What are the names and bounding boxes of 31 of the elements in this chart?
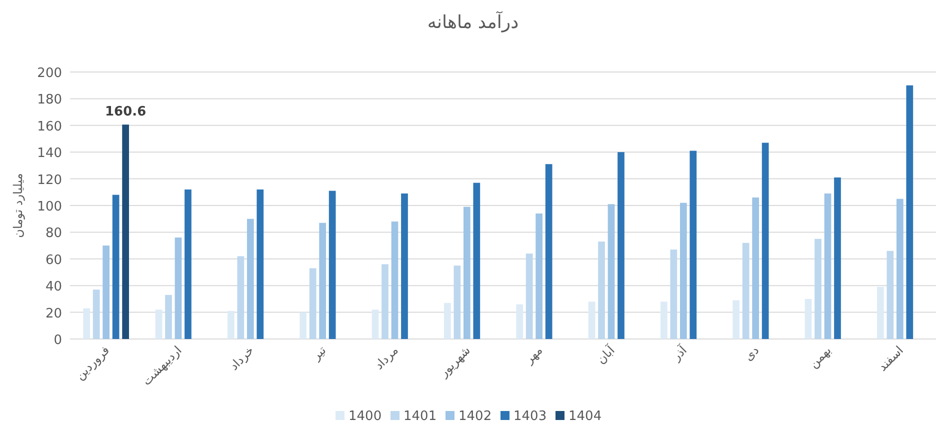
xtick: اسفند xyxy=(875,343,906,374)
xtick: آبان xyxy=(594,343,618,367)
ytick: 140 xyxy=(37,146,62,162)
ytick: 180 xyxy=(37,92,62,108)
ytick: 20 xyxy=(45,306,62,322)
legend-label: 1403 xyxy=(514,409,547,424)
xtick: اردیبهشت xyxy=(140,343,184,388)
legend-label: 1400 xyxy=(348,409,382,424)
xtick: دی xyxy=(741,343,762,364)
xtick: تیر xyxy=(309,343,329,363)
legend-label: 1404 xyxy=(568,409,602,424)
xtick: خرداد xyxy=(226,343,257,373)
ytick: 40 xyxy=(45,280,62,295)
xtick: بهمن xyxy=(806,343,834,371)
ytick: 200 xyxy=(37,66,62,81)
legend-label: 1402 xyxy=(458,409,492,424)
ylabel: میلیارد تومان xyxy=(11,173,25,238)
xtick: شهریور xyxy=(436,343,474,380)
legend-label: 1401 xyxy=(404,409,437,424)
ytick: 120 xyxy=(37,172,62,188)
title: درآمد ماهانه xyxy=(427,12,519,33)
value-label: 160.6 xyxy=(105,104,146,120)
ytick: 0 xyxy=(54,333,62,348)
xtick: مهر xyxy=(522,343,546,366)
ytick: 160 xyxy=(37,119,62,134)
xtick: مرداد xyxy=(372,343,401,372)
xtick: فروردین xyxy=(72,343,112,383)
ytick: 80 xyxy=(45,226,62,242)
ytick: 60 xyxy=(45,252,62,268)
xtick: آذر xyxy=(669,343,690,364)
ytick: 100 xyxy=(37,200,62,214)
